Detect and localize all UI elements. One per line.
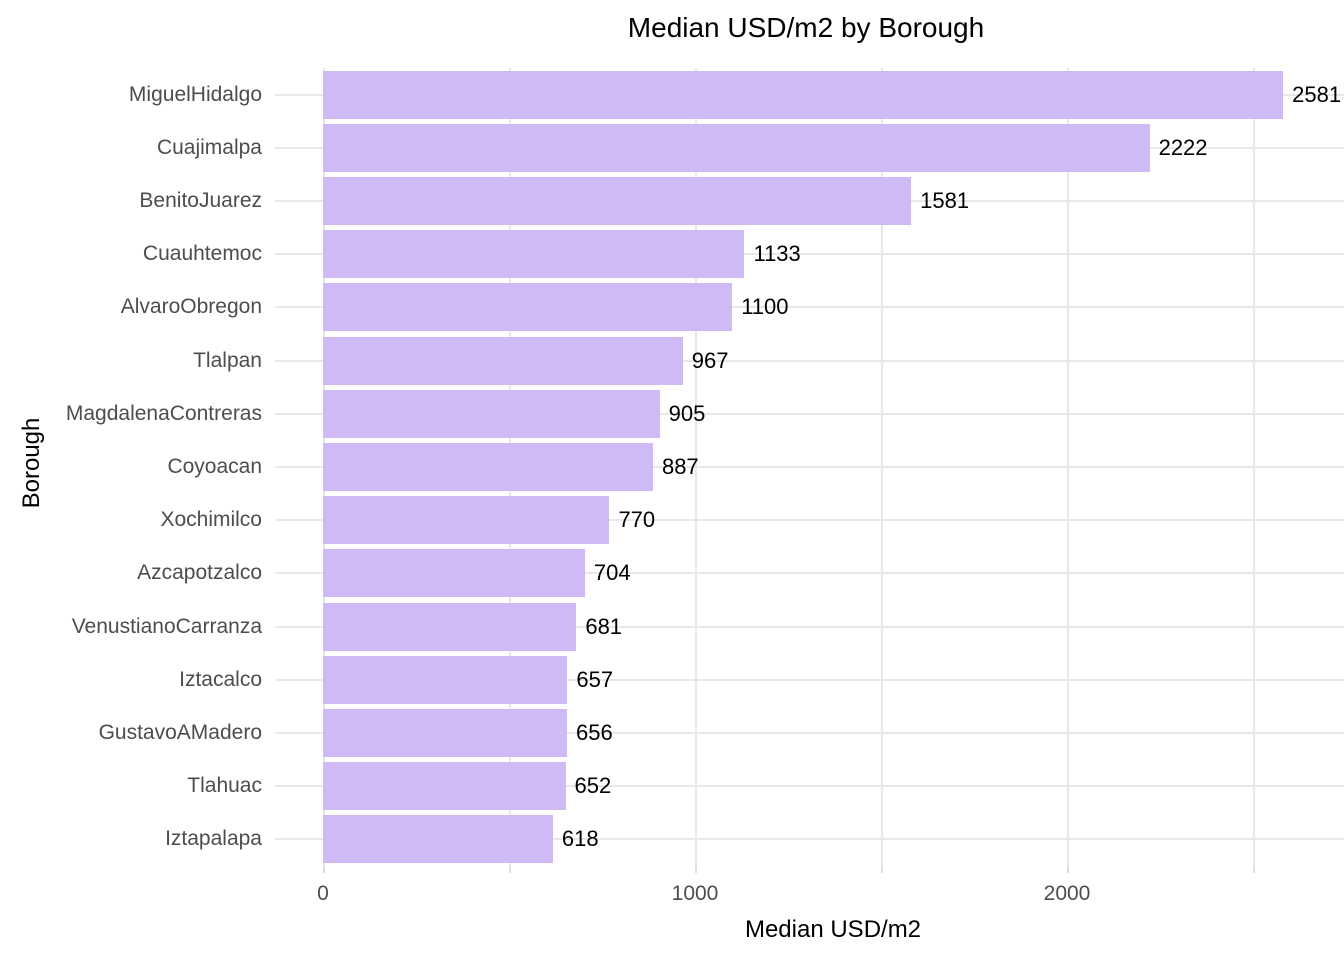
y-axis-tick-label: Xochimilco <box>160 508 262 532</box>
bar-GustavoAMadero <box>323 709 568 757</box>
bar-value-label: 2581 <box>1292 81 1342 107</box>
bar-value-label: 770 <box>618 507 656 533</box>
bar-Tlalpan <box>323 336 683 385</box>
x-axis-title: Median USD/m2 <box>744 916 922 943</box>
y-axis-tick-label: Iztacalco <box>179 667 262 691</box>
bar-value-label: 887 <box>661 454 699 479</box>
bar-Tlahuac <box>323 762 566 811</box>
bar-value-label: 2222 <box>1158 134 1208 160</box>
y-axis-tick-label: Iztapalapa <box>165 827 262 851</box>
y-gridline <box>275 625 1344 628</box>
bar-value-label: 652 <box>574 773 612 799</box>
bar-Iztacalco <box>323 655 568 704</box>
bar-Coyoacan <box>323 443 653 491</box>
x-axis-tick-label: 2000 <box>1043 882 1091 905</box>
x-axis-tick <box>509 866 511 873</box>
y-gridline <box>275 412 1344 415</box>
y-gridline <box>275 306 1344 309</box>
bar-value-label: 618 <box>561 826 599 852</box>
x-axis-tick-label: 0 <box>317 882 329 905</box>
bar-Azcapotzalco <box>323 549 585 598</box>
bar-value-label: 681 <box>585 613 623 639</box>
bar-value-label: 657 <box>576 666 614 692</box>
y-gridline <box>275 678 1344 681</box>
bar-value-label: 704 <box>593 560 631 586</box>
y-gridline <box>275 732 1344 734</box>
bar-value-label: 1100 <box>741 294 789 320</box>
y-axis-tick-label: BenitoJuarez <box>139 189 262 212</box>
y-axis-tick-label: Cuajimalpa <box>156 135 262 159</box>
bar-Iztapalapa <box>323 815 553 864</box>
x-axis-tick <box>1067 866 1069 873</box>
y-axis-tick-label: Cuauhtemoc <box>142 242 262 266</box>
y-gridline <box>275 838 1344 841</box>
y-axis-tick-label: VenustianoCarranza <box>71 614 262 638</box>
bar-MiguelHidalgo <box>323 70 1284 119</box>
x-axis-tick <box>323 866 325 873</box>
y-axis-tick-label: MiguelHidalgo <box>128 82 262 106</box>
y-gridline <box>275 253 1344 256</box>
bar-value-label: 905 <box>668 400 706 426</box>
x-axis-tick <box>1253 866 1255 873</box>
x-axis-tick <box>881 866 883 873</box>
bar-BenitoJuarez <box>323 177 912 225</box>
bar-Xochimilco <box>323 496 610 545</box>
y-axis-tick-label: AlvaroObregon <box>120 295 262 319</box>
bar-value-label: 967 <box>691 347 729 373</box>
y-axis-tick-label: Coyoacan <box>167 455 262 478</box>
y-gridline <box>275 359 1344 362</box>
bar-AlvaroObregon <box>323 283 733 332</box>
bar-Cuauhtemoc <box>323 230 745 279</box>
x-axis-tick <box>695 866 697 873</box>
bar-value-label: 656 <box>576 720 613 745</box>
y-axis-tick-label: GustavoAMadero <box>98 721 262 744</box>
y-axis-tick-label: Tlalpan <box>193 348 262 372</box>
x-axis-tick-label: 1000 <box>671 882 719 905</box>
bar-VenustianoCarranza <box>323 602 577 651</box>
y-gridline <box>275 785 1344 788</box>
bar-value-label: 1581 <box>920 188 970 213</box>
y-axis-tick-label: Azcapotzalco <box>137 561 262 585</box>
y-axis-tick-label: MagdalenaContreras <box>65 401 262 425</box>
bar-Cuajimalpa <box>323 123 1150 172</box>
bar-value-label: 1133 <box>753 241 801 267</box>
y-gridline <box>275 519 1344 522</box>
y-gridline <box>275 466 1344 468</box>
y-axis-tick-label: Tlahuac <box>187 774 262 798</box>
y-gridline <box>275 572 1344 575</box>
bar-MagdalenaContreras <box>323 389 660 438</box>
chart-title: Median USD/m2 by Borough <box>627 12 985 43</box>
